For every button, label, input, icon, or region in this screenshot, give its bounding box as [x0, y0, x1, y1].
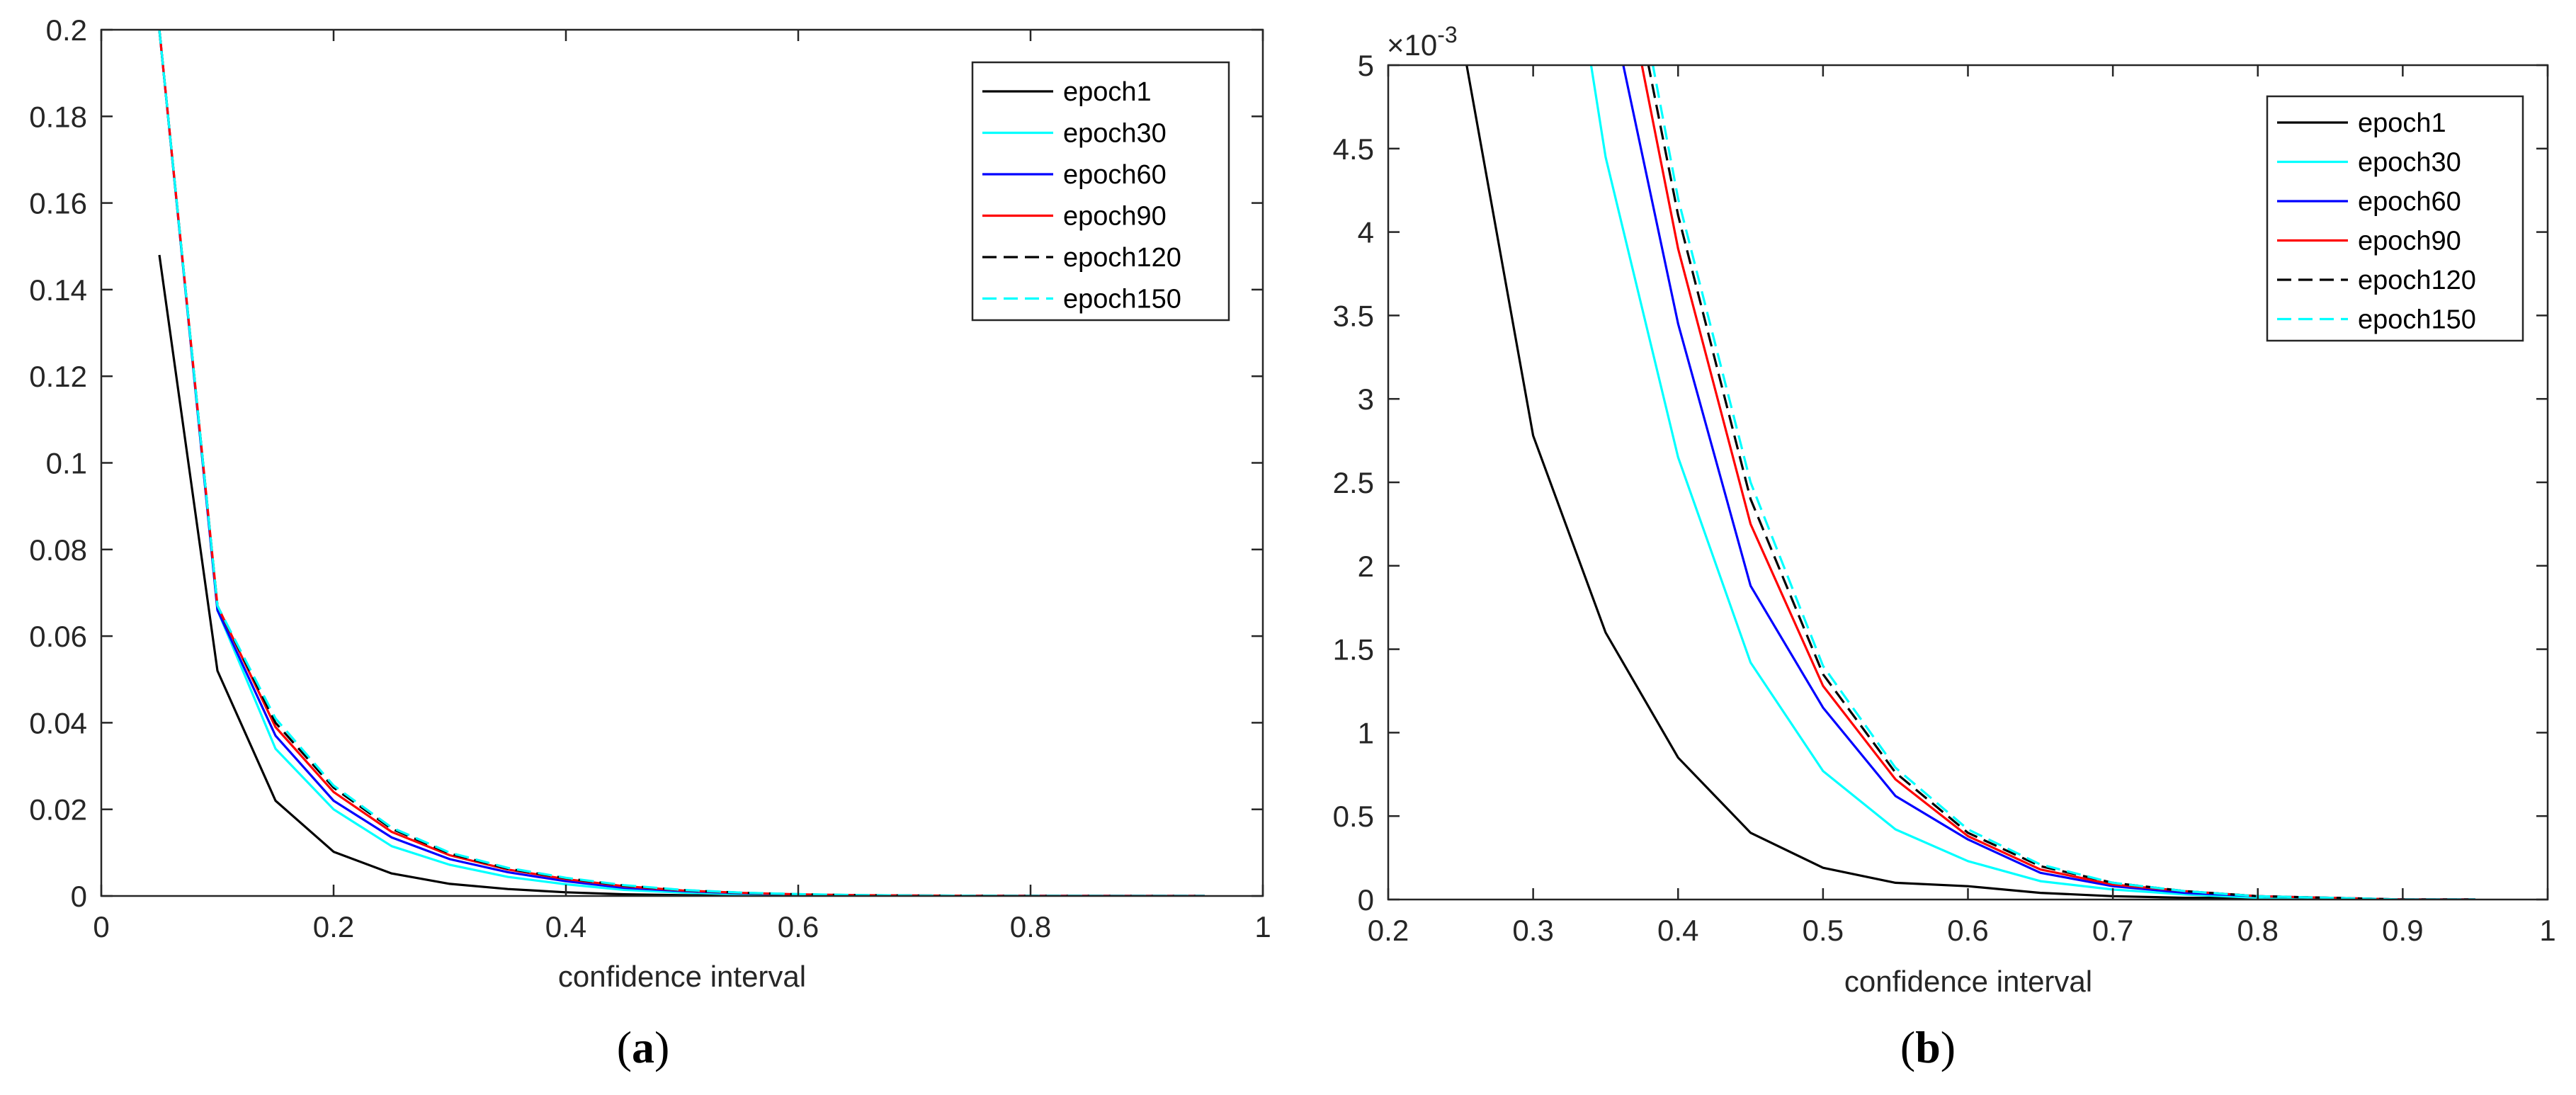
y-tick-label: 0.12	[29, 360, 87, 393]
y-tick-label: 0.14	[29, 273, 87, 307]
y-tick-label: 0	[1358, 883, 1374, 917]
y-tick-label: 0.5	[1333, 800, 1374, 833]
y-tick-label: 3	[1358, 382, 1374, 416]
panel-b-exponent-base: ×10	[1387, 28, 1437, 62]
panel-a-x-ticks: 0 0.2 0.4 0.6 0.8 1	[93, 30, 1271, 943]
legend-label-epoch120: epoch120	[1063, 243, 1181, 273]
x-tick-label: 0.2	[313, 910, 354, 943]
panel-b-label: (b)	[1900, 1022, 1956, 1072]
y-tick-label: 1.5	[1333, 633, 1374, 666]
panel-a-y-ticks: 0 0.02 0.04 0.06 0.08 0.1 0.12 0.14 0.16 0.18 0.2	[29, 13, 1263, 913]
y-tick-label: 4	[1358, 216, 1374, 249]
legend-label-epoch60: epoch60	[1063, 160, 1167, 190]
y-tick-label: 2	[1358, 550, 1374, 583]
y-tick-label: 2.5	[1333, 466, 1374, 499]
panel-b-x-ticks: 0.2 0.3 0.4 0.5 0.6 0.7 0.8 0.9 1	[1368, 65, 2556, 947]
x-tick-label: 0.4	[545, 910, 586, 943]
x-tick-label: 0.7	[2092, 914, 2133, 947]
legend-label-epoch150: epoch150	[1063, 285, 1181, 314]
y-tick-label: 0.18	[29, 100, 87, 133]
y-tick-label: 4.5	[1333, 132, 1374, 166]
x-tick-label: 0.4	[1657, 914, 1698, 947]
y-tick-label: 1	[1358, 716, 1374, 749]
x-tick-label: 0	[93, 910, 109, 943]
panel-b-label-letter: b	[1915, 1022, 1941, 1072]
y-tick-label: 0	[71, 880, 87, 913]
legend-label-epoch120: epoch120	[2358, 266, 2476, 295]
x-tick-label: 0.9	[2382, 914, 2423, 947]
panel-b-x-axis-label: confidence interval	[1844, 965, 2092, 998]
panel-b-exponent-label: ×10-3	[1387, 22, 1458, 62]
legend-label-epoch1: epoch1	[1063, 77, 1152, 107]
y-tick-label: 0.2	[46, 13, 87, 47]
legend-box	[971, 61, 1230, 322]
y-tick-label: 3.5	[1333, 299, 1374, 332]
x-tick-label: 0.8	[1010, 910, 1051, 943]
panel-a-legend: epoch1 epoch30 epoch60 epoch90 epoch120 epoch…	[971, 61, 1230, 322]
y-tick-label: 0.1	[46, 447, 87, 480]
x-tick-label: 0.3	[1512, 914, 1553, 947]
legend-label-epoch90: epoch90	[2358, 227, 2461, 256]
panel-a-label-letter: a	[632, 1022, 654, 1072]
panel-a-x-axis-label: confidence interval	[558, 960, 806, 993]
legend-label-epoch1: epoch1	[2358, 108, 2446, 138]
y-tick-label: 0.04	[29, 706, 87, 739]
legend-label-epoch150: epoch150	[2358, 305, 2476, 335]
y-tick-label: 0.08	[29, 533, 87, 567]
panel-b-exponent-power: -3	[1437, 22, 1457, 47]
x-tick-label: 0.6	[778, 910, 819, 943]
y-tick-label: 5	[1358, 49, 1374, 82]
panel-b-y-ticks: 0 0.5 1 1.5 2 2.5 3 3.5 4 4.5 5	[1333, 49, 2548, 917]
legend-label-epoch60: epoch60	[2358, 187, 2461, 217]
x-tick-label: 0.8	[2237, 914, 2279, 947]
panel-b: 0.2 0.3 0.4 0.5 0.6 0.7 0.8 0.9 1 0 0.5 1 1.5 2 2.5 3 3…	[1333, 22, 2556, 1072]
y-tick-label: 0.16	[29, 187, 87, 220]
y-tick-label: 0.06	[29, 620, 87, 653]
panel-b-legend: epoch1 epoch30 epoch60 epoch90 epoch120 epoch…	[2266, 95, 2524, 342]
y-tick-label: 0.02	[29, 793, 87, 827]
x-tick-label: 1	[1254, 910, 1271, 943]
legend-label-epoch90: epoch90	[1063, 202, 1167, 232]
x-tick-label: 0.5	[1803, 914, 1844, 947]
panel-a: 0 0.2 0.4 0.6 0.8 1 00.020.040.060.080.10.120…	[29, 13, 1271, 1072]
panel-a-label: (a)	[617, 1022, 670, 1072]
x-tick-label: 0.6	[1947, 914, 1988, 947]
x-tick-label: 1	[2539, 914, 2555, 947]
x-tick-label: 0.2	[1368, 914, 1409, 947]
legend-label-epoch30: epoch30	[2358, 148, 2461, 178]
legend-label-epoch30: epoch30	[1063, 119, 1167, 149]
legend-box	[2266, 95, 2524, 342]
